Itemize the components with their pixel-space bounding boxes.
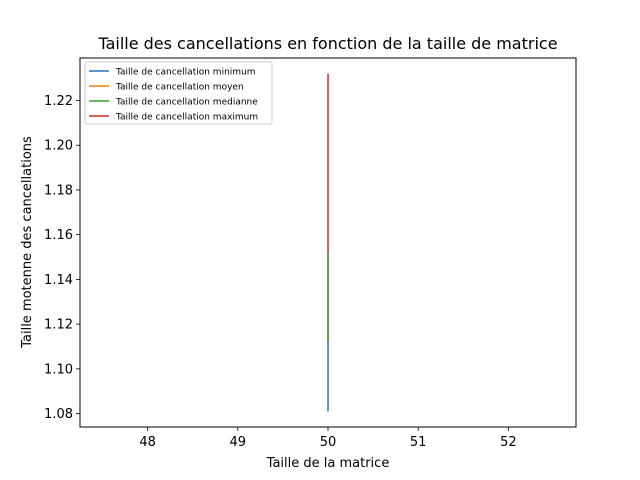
y-tick-label: 1.18 — [44, 183, 73, 198]
y-tick-label: 1.16 — [44, 228, 73, 243]
legend: Taille de cancellation minimum Taille de … — [84, 61, 273, 125]
x-axis-ticks: 48 49 50 51 52 — [139, 427, 517, 450]
x-axis-label: Taille de la matrice — [266, 456, 390, 471]
x-tick-label: 48 — [139, 435, 156, 450]
y-axis-label: Taille motenne des cancellations — [20, 136, 35, 349]
y-tick-label: 1.22 — [44, 94, 73, 109]
legend-label-0: Taille de cancellation minimum — [115, 68, 256, 78]
y-tick-label: 1.12 — [44, 318, 73, 333]
y-tick-label: 1.08 — [44, 407, 73, 422]
y-tick-label: 1.14 — [44, 273, 73, 288]
y-tick-label: 1.10 — [44, 362, 73, 377]
legend-box — [84, 61, 273, 125]
x-tick-label: 52 — [500, 435, 517, 450]
x-tick-label: 51 — [410, 435, 427, 450]
x-tick-label: 49 — [230, 435, 247, 450]
y-tick-label: 1.20 — [44, 139, 73, 154]
chart-title: Taille des cancellations en fonction de … — [97, 34, 557, 53]
y-axis-ticks: 1.08 1.10 1.12 1.14 1.16 1.18 1.20 1.22 — [44, 94, 80, 422]
legend-label-1: Taille de cancellation moyen — [115, 83, 244, 93]
x-tick-label: 50 — [320, 435, 337, 450]
legend-label-3: Taille de cancellation maximum — [115, 113, 258, 123]
legend-label-2: Taille de cancellation medianne — [115, 98, 258, 108]
